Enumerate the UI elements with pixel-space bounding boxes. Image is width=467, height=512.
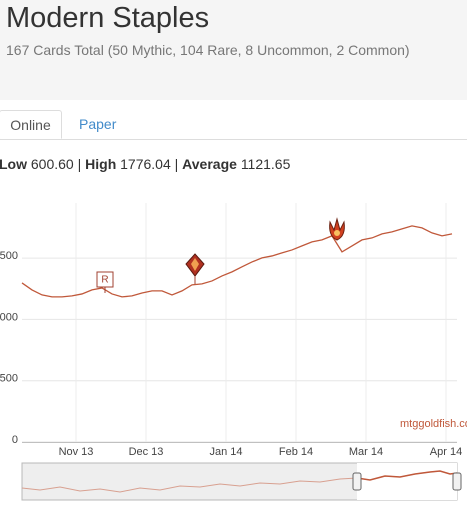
x-tick-label: Feb 14	[279, 446, 313, 458]
stat-value: 1121.65	[240, 156, 291, 172]
navigator-handle[interactable]	[452, 472, 462, 491]
page-title: Modern Staples	[6, 2, 210, 34]
price-stats: Low 600.60 | High 1776.04 | Average 1121…	[0, 156, 290, 172]
tab[interactable]: Online	[0, 110, 62, 139]
price-line	[21, 225, 453, 298]
stat-value: 600.60	[30, 156, 74, 172]
stat-label: Low	[0, 156, 27, 172]
marker-flag[interactable]	[96, 271, 114, 288]
marker-icon[interactable]	[329, 217, 345, 241]
y-tick-label: 1500	[0, 250, 18, 262]
y-tick-label: 1000	[0, 311, 18, 323]
header: Modern Staples 167 Cards Total (50 Mythi…	[0, 0, 467, 100]
x-tick-label: Mar 14	[349, 446, 383, 458]
tabs: Online Paper	[0, 110, 467, 140]
marker-label: R	[101, 275, 108, 286]
separator: |	[77, 156, 82, 172]
plot	[21, 225, 453, 298]
x-tick-label: Apr 14	[430, 446, 462, 458]
watermark: mtggoldfish.com	[400, 418, 467, 430]
x-tick-label: Jan 14	[209, 446, 242, 458]
navigator-selection[interactable]	[357, 463, 457, 500]
stat-value: 1776.04	[120, 156, 171, 172]
x-tick-label: Nov 13	[59, 446, 94, 458]
y-tick-label: 500	[0, 373, 18, 385]
marker-icon-detail	[191, 258, 199, 271]
tab[interactable]: Paper	[79, 116, 117, 132]
x-tick-label: Dec 13	[129, 446, 164, 458]
page-subtitle: 167 Cards Total (50 Mythic, 104 Rare, 8 …	[6, 42, 410, 58]
grid	[22, 203, 457, 443]
navigator-handle[interactable]	[352, 472, 362, 491]
separator: |	[174, 156, 179, 172]
stat-label: Average	[182, 156, 237, 172]
marker-icon-detail	[334, 230, 340, 236]
y-tick-label: 0	[12, 434, 18, 446]
stat-label: High	[85, 156, 117, 172]
navigator-line-selected	[356, 470, 458, 481]
